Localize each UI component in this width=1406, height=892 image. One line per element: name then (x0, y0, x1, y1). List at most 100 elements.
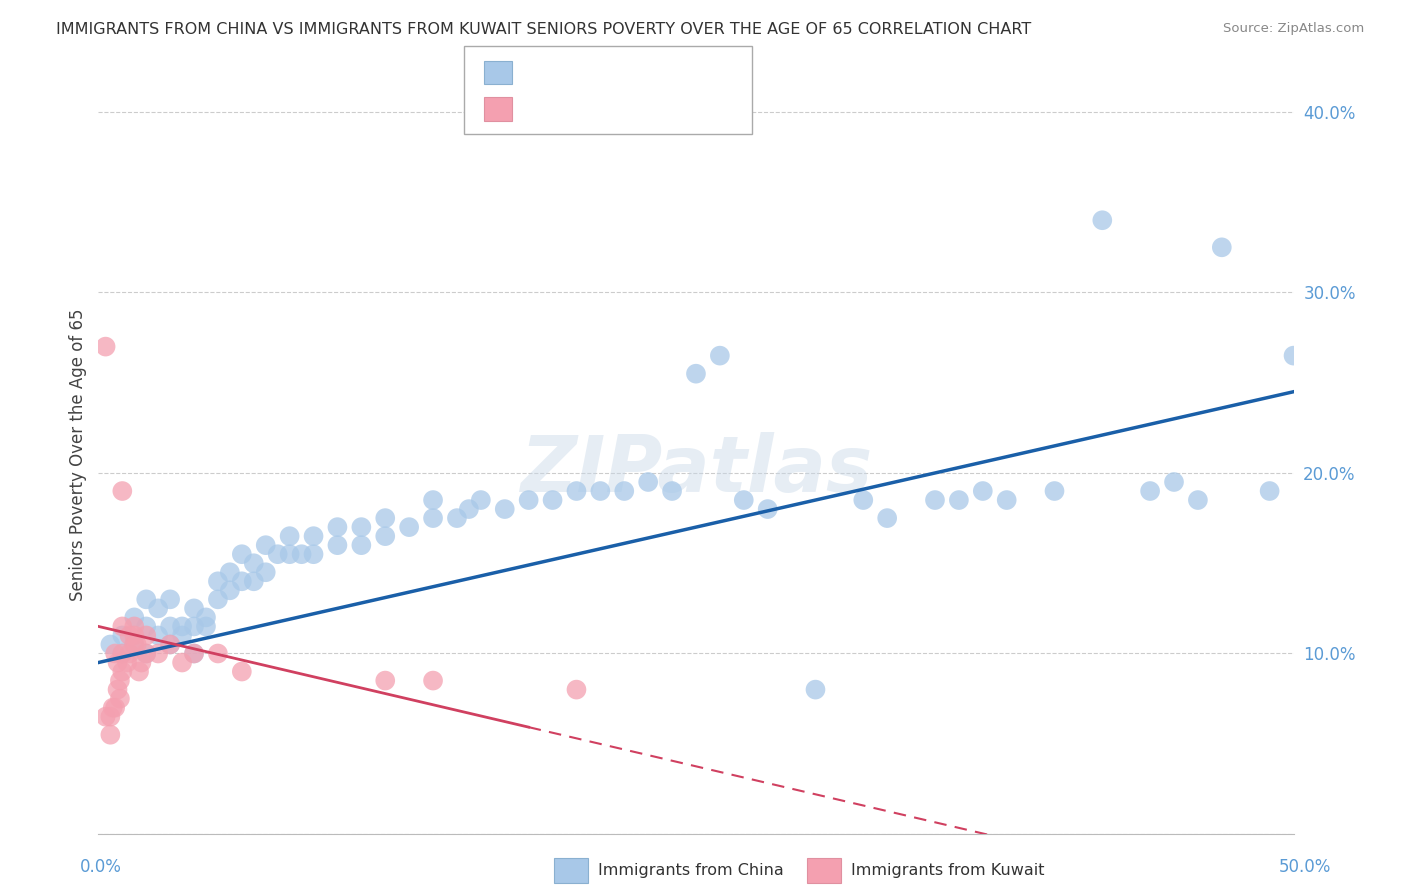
Point (231, 665, 253, 679)
Point (398, 520, 420, 534)
Point (948, 493, 970, 508)
Text: R =: R = (522, 100, 558, 118)
Point (350, 538, 373, 552)
Point (111, 483, 134, 498)
Point (231, 547, 253, 561)
Point (374, 673, 396, 688)
Point (422, 511, 444, 525)
Text: 0.0%: 0.0% (80, 858, 122, 876)
Point (111, 665, 134, 679)
Text: Immigrants from Kuwait: Immigrants from Kuwait (851, 863, 1045, 878)
Point (172, 619, 194, 633)
Point (111, 647, 134, 661)
Point (756, 502, 779, 516)
Point (565, 682, 588, 697)
Point (148, 628, 170, 642)
Point (107, 682, 129, 697)
Point (124, 637, 146, 651)
Point (135, 619, 157, 633)
Text: 0.512: 0.512 (564, 64, 616, 82)
Point (104, 647, 127, 661)
Point (207, 592, 229, 607)
Point (94, 340, 117, 354)
Y-axis label: Seniors Poverty Over the Age of 65: Seniors Poverty Over the Age of 65 (69, 309, 87, 601)
Point (131, 656, 153, 670)
Text: ZIPatlas: ZIPatlas (520, 432, 872, 508)
Point (613, 483, 636, 498)
Point (98, 728, 122, 742)
Text: Immigrants from China: Immigrants from China (598, 863, 783, 878)
Point (183, 601, 205, 615)
Point (118, 628, 141, 642)
Point (637, 475, 659, 489)
Point (111, 647, 134, 661)
Text: 50.0%: 50.0% (1278, 858, 1331, 876)
Point (541, 493, 564, 508)
Point (219, 566, 242, 580)
Point (422, 493, 444, 508)
Point (128, 665, 150, 679)
Point (517, 493, 540, 508)
Point (589, 483, 612, 498)
Point (107, 656, 129, 670)
Point (135, 647, 157, 661)
Point (685, 367, 707, 381)
Point (135, 592, 157, 607)
Point (1043, 483, 1066, 498)
Point (302, 547, 325, 561)
Point (458, 502, 481, 516)
Point (183, 647, 205, 661)
Point (159, 619, 181, 633)
Point (172, 628, 194, 642)
Point (1139, 483, 1161, 498)
Point (172, 656, 194, 670)
Point (661, 483, 683, 498)
Text: IMMIGRANTS FROM CHINA VS IMMIGRANTS FROM KUWAIT SENIORS POVERTY OVER THE AGE OF : IMMIGRANTS FROM CHINA VS IMMIGRANTS FROM… (56, 22, 1032, 37)
Point (876, 511, 898, 525)
Point (159, 592, 181, 607)
Point (98, 709, 122, 723)
Point (148, 601, 170, 615)
Text: N =: N = (617, 64, 665, 82)
Point (135, 628, 157, 642)
Point (278, 547, 301, 561)
Point (995, 493, 1018, 508)
Point (1282, 349, 1305, 363)
Point (111, 628, 134, 642)
Point (219, 583, 242, 598)
Point (1187, 493, 1209, 508)
Point (972, 483, 994, 498)
Point (446, 511, 468, 525)
Point (118, 647, 141, 661)
Point (124, 637, 146, 651)
Text: 33: 33 (659, 100, 683, 118)
Point (135, 647, 157, 661)
Point (291, 547, 314, 561)
Point (101, 700, 124, 714)
Point (374, 529, 396, 543)
Point (470, 493, 492, 508)
Point (183, 647, 205, 661)
Point (1163, 475, 1185, 489)
Point (254, 566, 277, 580)
Point (924, 493, 946, 508)
Point (104, 700, 127, 714)
Point (350, 520, 373, 534)
Point (159, 637, 181, 651)
Point (124, 610, 146, 624)
Point (111, 619, 134, 633)
Point (852, 493, 875, 508)
Point (804, 682, 827, 697)
Point (125, 637, 148, 651)
Point (243, 556, 266, 570)
Point (231, 574, 253, 589)
Point (326, 520, 349, 534)
Point (1091, 213, 1114, 227)
Text: 75: 75 (659, 64, 682, 82)
Point (108, 691, 131, 706)
Point (98, 637, 122, 651)
Point (207, 574, 229, 589)
Point (195, 619, 218, 633)
Point (94, 709, 117, 723)
Point (124, 628, 146, 642)
